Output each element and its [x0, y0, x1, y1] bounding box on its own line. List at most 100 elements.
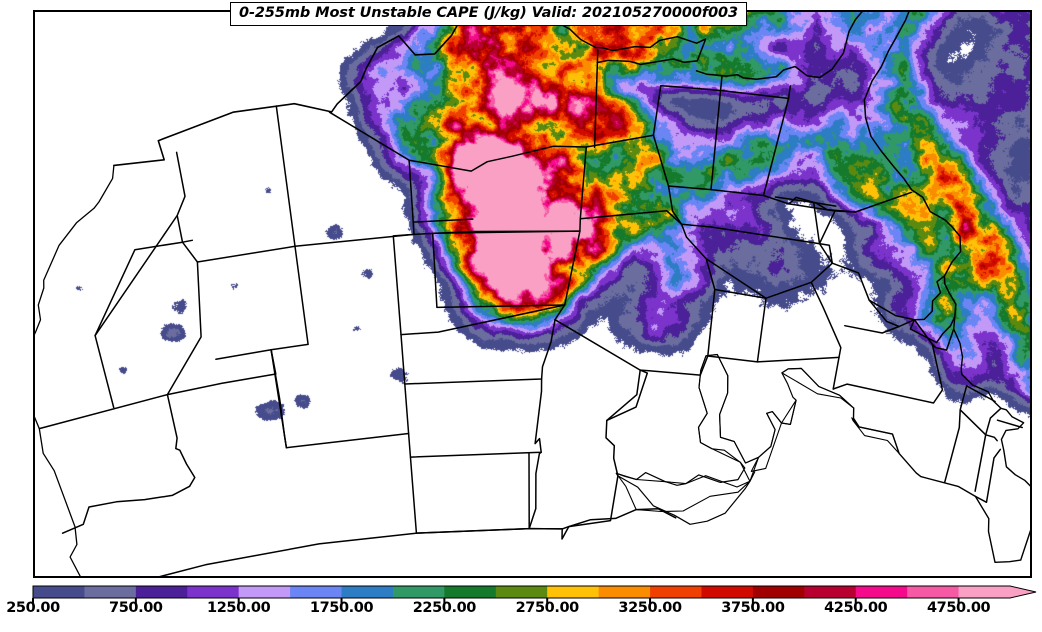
- colorbar-tick-label: 4250.00: [824, 600, 888, 616]
- boundary-line: [215, 304, 566, 449]
- colorbar-swatch: [958, 586, 1036, 598]
- boundary-line: [35, 164, 115, 576]
- boundary-line: [774, 196, 837, 207]
- boundary-line: [974, 448, 1002, 504]
- boundary-line: [710, 74, 723, 191]
- boundary-line: [409, 378, 543, 458]
- boundary-line: [431, 232, 566, 309]
- boundary-line: [528, 475, 619, 530]
- colorbar-swatch: [495, 586, 548, 598]
- boundary-line: [38, 348, 277, 430]
- boundary-line: [61, 485, 191, 534]
- boundary-line: [412, 218, 474, 223]
- colorbar[interactable]: 250.00 750.00 1250.00 1750.00 2250.00 2750.00…: [0, 578, 1042, 632]
- boundary-line: [617, 471, 756, 525]
- boundary-line: [707, 355, 759, 363]
- boundary-line: [810, 262, 842, 390]
- boundary-line: [714, 288, 767, 299]
- colorbar-swatches[interactable]: [0, 578, 1042, 604]
- colorbar-swatch: [752, 586, 805, 598]
- colorbar-swatch: [444, 586, 497, 598]
- boundary-line: [984, 407, 1002, 436]
- boundary-line: [762, 97, 790, 197]
- boundary-line: [166, 239, 202, 396]
- colorbar-tick-labels: 250.00 750.00 1250.00 1750.00 2250.00 2750.00…: [0, 600, 1042, 630]
- boundary-line: [415, 451, 542, 534]
- boundary-line: [943, 409, 961, 484]
- colorbar-tick-label: 2750.00: [515, 600, 580, 616]
- boundary-line: [431, 230, 581, 235]
- colorbar-swatch: [135, 586, 188, 598]
- boundary-line: [639, 369, 702, 376]
- boundary-line: [270, 348, 288, 449]
- colorbar-tick-label: 1250.00: [207, 600, 271, 616]
- boundary-line: [851, 417, 900, 454]
- colorbar-swatch: [650, 586, 703, 598]
- colorbar-swatch: [547, 586, 600, 598]
- boundary-line: [780, 399, 797, 425]
- boundary-line: [404, 318, 556, 385]
- geographic-boundary-layer: [35, 12, 1030, 576]
- boundary-line: [705, 258, 767, 299]
- boundary-line: [585, 84, 792, 148]
- boundary-line: [328, 111, 410, 161]
- boundary-line: [606, 369, 641, 422]
- boundary-line: [812, 201, 900, 328]
- boundary-line: [788, 196, 857, 213]
- boundary-line: [94, 241, 184, 409]
- boundary-line: [652, 134, 683, 226]
- colorbar-tick-label: 2250.00: [412, 600, 477, 616]
- colorbar-swatch: [238, 586, 291, 598]
- boundary-line: [750, 411, 783, 472]
- boundary-line: [113, 12, 466, 167]
- boundary-line: [166, 393, 196, 488]
- map-plot-area[interactable]: [33, 10, 1032, 578]
- boundary-line: [615, 472, 751, 513]
- boundary-line: [593, 49, 599, 149]
- boundary-line: [844, 318, 934, 345]
- colorbar-swatch: [290, 586, 343, 598]
- boundary-line: [94, 214, 178, 337]
- colorbar-swatch: [701, 586, 754, 598]
- boundary-line: [554, 209, 683, 321]
- colorbar-tick-label: 750.00: [109, 600, 163, 616]
- boundary-line: [832, 343, 944, 404]
- colorbar-tick-label: 1750.00: [309, 600, 374, 616]
- colorbar-swatch: [341, 586, 394, 598]
- colorbar-swatch: [33, 586, 86, 598]
- boundary-line: [275, 105, 296, 248]
- boundary-line: [974, 434, 987, 492]
- boundary-line: [868, 299, 916, 321]
- boundary-line: [959, 385, 998, 442]
- colorbar-swatch: [855, 586, 908, 598]
- boundary-line: [996, 419, 1023, 429]
- boundary-line: [615, 353, 855, 486]
- boundary-line: [931, 328, 955, 351]
- boundary-line: [756, 281, 840, 363]
- boundary-line: [407, 432, 418, 534]
- boundary-line: [270, 245, 309, 351]
- boundary-line: [818, 210, 836, 245]
- colorbar-tick-label: 250.00: [6, 600, 60, 616]
- colorbar-tick-label: 3250.00: [618, 600, 682, 616]
- colorbar-outline: [32, 585, 1037, 599]
- colorbar-swatch: [84, 586, 137, 598]
- plot-title: 0-255mb Most Unstable CAPE (J/kg) Valid:…: [230, 2, 748, 27]
- boundary-line: [175, 151, 186, 243]
- colorbar-swatch: [804, 586, 857, 598]
- colorbar-swatch: [187, 586, 240, 598]
- boundary-line: [697, 353, 760, 482]
- boundary-line: [408, 145, 588, 236]
- boundary-line: [965, 385, 996, 403]
- colorbar-swatch: [392, 586, 445, 598]
- boundary-line: [392, 233, 415, 336]
- boundary-line: [680, 223, 716, 376]
- boundary-line: [695, 12, 962, 344]
- boundary-line: [781, 367, 855, 409]
- colorbar-tick-label: 4750.00: [926, 600, 991, 616]
- colorbar-tick-label: 3750.00: [721, 600, 785, 616]
- colorbar-swatch: [598, 586, 651, 598]
- boundary-line: [196, 230, 581, 263]
- colorbar-swatch: [907, 586, 960, 598]
